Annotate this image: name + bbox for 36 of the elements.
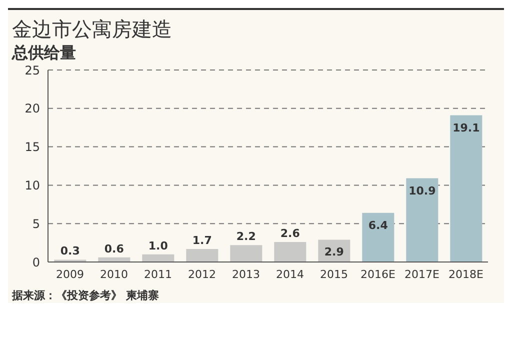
x-tick-label: 2017E: [404, 268, 440, 281]
data-label: 0.6: [104, 242, 124, 256]
chart-title: 金边市公寓房建造: [12, 16, 173, 43]
bar: [362, 212, 394, 262]
y-tick-label: 5: [32, 216, 40, 231]
bar: [274, 242, 306, 262]
x-tick-label: 2016E: [360, 268, 396, 281]
bar: [186, 248, 218, 262]
y-tick-label: 20: [24, 102, 40, 116]
y-tick-label: 0: [32, 255, 40, 270]
x-tick-label: 2012: [188, 268, 216, 281]
bar: [142, 254, 174, 262]
y-tick-label: 15: [24, 140, 40, 154]
bar: [450, 115, 482, 262]
x-tick-label: 2009: [56, 268, 84, 281]
x-tick-label: 2018E: [448, 268, 484, 281]
x-tick-label: 2011: [144, 268, 172, 281]
data-label: 1.7: [192, 234, 212, 247]
data-label: 2.2: [236, 230, 256, 244]
data-label: 2.9: [324, 246, 344, 259]
chart-subtitle: 总供给量: [12, 43, 77, 64]
y-tick-label: 25: [24, 63, 40, 78]
data-label: 19.1: [452, 121, 480, 134]
x-tick-label: 2013: [232, 268, 260, 281]
x-tick-label: 2014: [276, 268, 304, 281]
y-tick-label: 10: [24, 178, 40, 192]
data-label: 2.6: [280, 227, 300, 240]
data-label: 10.9: [408, 184, 436, 198]
data-label: 6.4: [368, 218, 388, 232]
bar: [406, 178, 438, 262]
text: 据来源：《投资参考》 柬埔寨: [10, 288, 160, 303]
bar: [230, 245, 262, 262]
data-label: 0.3: [60, 244, 80, 258]
x-tick-label: 2015: [320, 268, 348, 281]
x-tick-label: 2010: [100, 268, 128, 281]
data-label: 1.0: [148, 239, 168, 252]
